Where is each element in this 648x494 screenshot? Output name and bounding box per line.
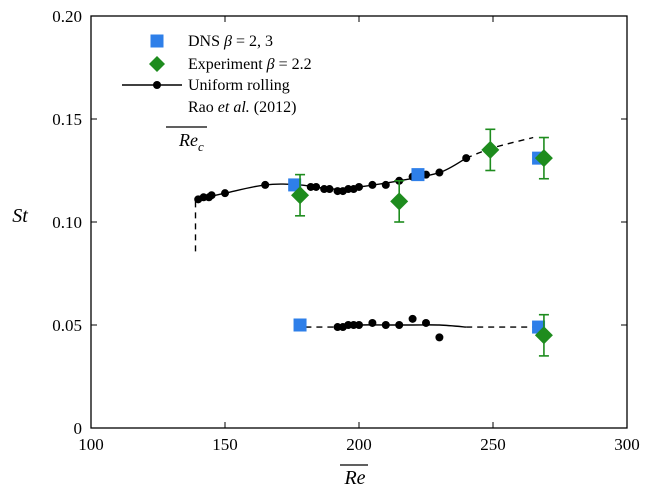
- series-markers: [194, 128, 553, 357]
- uniform-rolling-point: [207, 191, 216, 200]
- uniform-rolling-upper-curve: [198, 157, 467, 200]
- legend-label: Experiment β = 2.2: [188, 56, 312, 73]
- legend-label: DNS β = 2, 3: [188, 33, 273, 50]
- y-tick-label: 0.05: [52, 316, 82, 335]
- y-tick-label: 0.15: [52, 110, 82, 129]
- uniform-rolling-point: [325, 185, 334, 194]
- legend-label-text: Uniform rolling: [188, 77, 290, 94]
- uniform-rolling-point: [368, 318, 377, 327]
- legend-label-italic: et al.: [218, 99, 250, 116]
- rec-annotation: Rec: [178, 130, 204, 154]
- dns-point: [293, 318, 307, 332]
- x-tick-label: 250: [480, 435, 506, 454]
- legend-label: Rao et al. (2012): [188, 99, 296, 116]
- x-tick-label: 100: [78, 435, 104, 454]
- y-tick-label: 0.20: [52, 7, 82, 26]
- legend: DNS β = 2, 3 Experiment β = 2.2 Uniform ro…: [122, 33, 312, 116]
- dns-point: [288, 178, 302, 192]
- uniform-rolling-point: [395, 321, 404, 329]
- uniform-rolling-point: [261, 180, 270, 189]
- y-tick-label: 0.10: [52, 213, 82, 232]
- experiment-point: [390, 192, 409, 211]
- dns-point: [411, 168, 425, 182]
- uniform-rolling-point: [312, 182, 321, 191]
- legend-dot-swatch: [153, 81, 161, 89]
- uniform-rolling-point: [381, 180, 390, 189]
- uniform-rolling-upper-dashed: [465, 136, 534, 159]
- uniform-rolling-point: [435, 168, 444, 177]
- experiment-point: [534, 149, 553, 168]
- plot-frame: [90, 15, 628, 429]
- legend-diamond-swatch: [149, 56, 165, 72]
- rec-annotation-sub: c: [198, 139, 204, 154]
- legend-label-suffix: = 2.2: [275, 56, 312, 73]
- uniform-rolling-point: [368, 180, 377, 189]
- x-axis-label: Re: [343, 467, 365, 489]
- uniform-rolling-point: [435, 333, 444, 342]
- x-tick-label: 300: [614, 435, 640, 454]
- uniform-rolling-point: [408, 314, 417, 323]
- x-tick-label: 150: [212, 435, 238, 454]
- experiment-point: [534, 326, 553, 345]
- legend-label-suffix: = 2, 3: [232, 33, 273, 50]
- y-tick-label: 0: [74, 419, 83, 438]
- series-lines: [194, 136, 542, 328]
- uniform-rolling-point: [381, 321, 390, 329]
- rec-annotation-main: Re: [178, 130, 198, 150]
- legend-square-swatch: [150, 34, 164, 48]
- axis-ticks: 100 150 200 250 300 0 0.05 0.10 0.15 0.20: [52, 7, 640, 454]
- legend-label-text: DNS: [188, 33, 224, 50]
- x-tick-label: 200: [346, 435, 372, 454]
- legend-label-text: Rao: [188, 99, 218, 116]
- uniform-rolling-point: [355, 182, 363, 191]
- legend-label-italic: β: [266, 56, 275, 73]
- legend-label-italic: β: [223, 33, 232, 50]
- experiment-point: [481, 140, 500, 159]
- legend-label: Uniform rolling: [188, 77, 290, 94]
- experiment-point: [291, 186, 310, 205]
- uniform-rolling-point: [462, 154, 471, 163]
- uniform-rolling-point: [422, 318, 430, 327]
- legend-label-text: Experiment: [188, 56, 267, 73]
- uniform-rolling-point: [355, 321, 363, 329]
- legend-label-suffix: (2012): [250, 99, 297, 116]
- y-axis-label: St: [12, 205, 28, 227]
- uniform-rolling-point: [221, 189, 229, 198]
